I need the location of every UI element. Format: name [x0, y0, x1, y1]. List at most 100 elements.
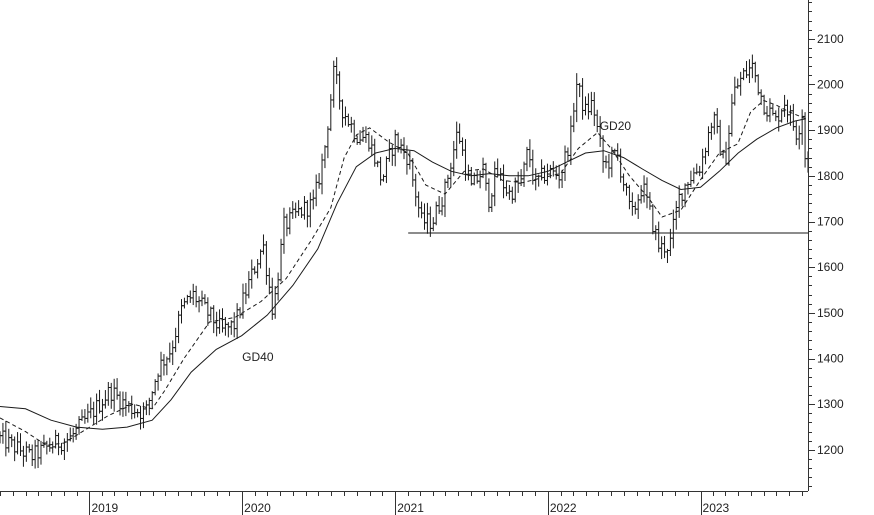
price-bar-232 [677, 185, 682, 218]
price-bar-131 [381, 174, 386, 182]
price-bar-44 [126, 401, 131, 413]
price-bar-18 [50, 441, 55, 454]
price-bar-122 [355, 135, 360, 145]
price-bar-275 [803, 112, 808, 168]
price-bar-13 [36, 440, 41, 469]
price-bar-19 [53, 429, 58, 449]
price-bar-9 [24, 441, 29, 462]
price-bar-34 [97, 389, 102, 414]
price-bar-58 [167, 342, 172, 363]
price-bar-38 [109, 382, 114, 409]
price-bar-146 [425, 202, 430, 234]
y-tick-label-1700: 1700 [817, 215, 844, 229]
price-bar-202 [589, 91, 594, 116]
x-axis: 2019 2020 2021 2022 2023 [0, 491, 808, 515]
price-bar-79 [229, 320, 234, 335]
price-bar-48 [138, 405, 143, 430]
price-bar-107 [311, 189, 316, 210]
price-bar-3 [6, 428, 11, 453]
price-bar-208 [606, 153, 611, 179]
price-bar-236 [688, 170, 693, 187]
price-bar-46 [132, 404, 137, 419]
price-bar-246 [718, 119, 723, 156]
price-bar-245 [715, 108, 720, 134]
price-bar-23 [65, 432, 70, 452]
price-bar-265 [773, 110, 778, 122]
price-bar-204 [595, 109, 600, 133]
annotations: GD40 GD20 [242, 119, 631, 364]
price-bar-155 [451, 140, 456, 177]
price-bar-73 [211, 305, 216, 334]
price-bar-43 [123, 391, 128, 417]
price-bar-212 [618, 148, 623, 183]
price-bar-199 [580, 78, 585, 120]
price-bar-103 [299, 206, 304, 218]
price-bar-111 [322, 145, 327, 169]
price-bar-85 [246, 271, 251, 299]
price-bar-219 [639, 185, 644, 204]
price-bar-148 [431, 217, 436, 232]
price-bar-145 [422, 203, 427, 230]
price-bar-104 [302, 196, 307, 220]
price-bar-234 [683, 183, 688, 208]
price-bar-116 [337, 71, 342, 110]
price-bar-242 [706, 126, 711, 157]
price-bar-196 [571, 102, 576, 133]
price-bar-230 [671, 209, 676, 249]
price-bar-82 [238, 307, 243, 319]
price-bar-191 [557, 164, 562, 189]
price-bar-175 [510, 186, 515, 204]
price-bar-14 [38, 440, 43, 465]
price-bar-76 [220, 308, 225, 333]
price-bar-238 [694, 163, 699, 175]
price-bar-129 [375, 160, 380, 168]
price-bar-96 [279, 238, 284, 282]
annotation-gd40: GD40 [242, 350, 274, 364]
x-tick-label-2022: 2022 [550, 501, 577, 515]
price-bar-78 [226, 322, 231, 338]
price-bar-132 [384, 156, 389, 184]
price-bar-93 [270, 277, 275, 320]
price-bar-255 [744, 60, 749, 79]
price-bar-194 [565, 147, 570, 162]
price-bar-186 [542, 165, 547, 184]
price-bar-200 [583, 96, 588, 116]
price-bar-40 [115, 378, 120, 400]
price-bar-6 [15, 432, 20, 455]
price-bar-142 [413, 173, 418, 207]
price-bar-201 [586, 93, 591, 120]
price-bar-86 [249, 259, 254, 289]
price-bar-16 [44, 440, 49, 455]
price-bar-147 [428, 206, 433, 237]
price-bar-221 [644, 177, 649, 209]
price-bar-106 [308, 192, 313, 228]
price-bar-249 [726, 125, 731, 166]
price-bar-127 [369, 135, 374, 157]
price-bar-15 [41, 434, 46, 448]
x-tick-label-2021: 2021 [397, 501, 424, 515]
price-bar-258 [753, 61, 758, 83]
ma-line-gd20 [0, 99, 807, 446]
price-bar-89 [258, 249, 263, 269]
price-bar-243 [709, 122, 714, 140]
price-bar-263 [767, 98, 772, 123]
price-bar-21 [59, 442, 64, 455]
price-bar-251 [732, 76, 737, 106]
price-bar-272 [794, 120, 799, 146]
moving-average-lines [0, 99, 807, 446]
price-bar-256 [747, 59, 752, 84]
price-bar-84 [243, 283, 248, 305]
price-bar-240 [700, 148, 705, 180]
price-bar-181 [527, 139, 532, 168]
price-bar-100 [290, 201, 295, 219]
price-bar-198 [577, 82, 582, 98]
price-bar-227 [662, 235, 667, 259]
price-bar-138 [402, 137, 406, 160]
price-bar-161 [469, 166, 474, 186]
price-bar-154 [448, 162, 453, 187]
price-bar-223 [650, 203, 655, 235]
price-bar-195 [568, 115, 573, 166]
y-tick-label-1200: 1200 [817, 443, 844, 457]
price-bar-117 [340, 99, 345, 128]
price-bar-62 [179, 299, 184, 324]
